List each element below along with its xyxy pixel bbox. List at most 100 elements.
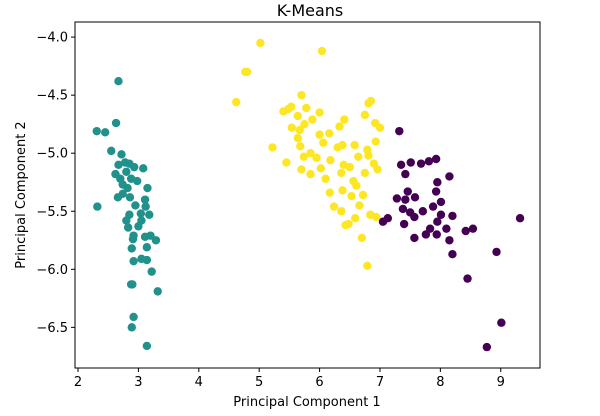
x-axis-label: Principal Component 1 [233,395,380,410]
cluster-1-point [326,155,335,165]
cluster-2-point [399,219,409,229]
cluster-2-point [406,158,415,167]
cluster-0-point [134,222,143,231]
cluster-0-point [129,162,139,172]
x-tick-label: 4 [195,375,203,390]
cluster-0-point [114,160,123,170]
cluster-0-point [111,118,121,128]
cluster-0-point [147,267,156,276]
cluster-2-point [398,204,408,214]
x-axis-ticks: 2 3 4 5 6 7 8 9 [74,368,505,390]
cluster-1-point [317,46,327,56]
x-tick-label: 7 [376,375,384,390]
cluster-1-point [340,115,349,124]
cluster-2-point [482,342,492,352]
plot-frame [74,21,541,369]
cluster-1-point [355,201,364,210]
cluster-1-point [256,38,265,48]
cluster-1-point [316,164,325,173]
cluster-1-point [372,212,381,222]
cluster-1-point [287,123,296,132]
cluster-2-point [448,211,457,221]
cluster-1-point [337,168,346,178]
cluster-1-point [344,219,353,229]
cluster-2-point [463,274,472,283]
cluster-1-point [295,125,304,135]
cluster-1-point [360,168,370,178]
cluster-1-point [242,67,252,77]
cluster-2-point [436,210,446,219]
y-axis-label: Principal Component 2 [14,121,29,268]
cluster-1-point [306,169,315,179]
cluster-2-point [418,207,428,216]
cluster-0-point [107,146,116,156]
cluster-0-point [123,183,132,193]
cluster-0-point [129,312,138,322]
cluster-1-point [321,174,330,183]
cluster-1-point [354,152,363,161]
cluster-2-point [396,160,406,170]
cluster-0-point [143,183,152,193]
cluster-1-point [364,151,373,160]
cluster-2-point [468,224,478,233]
cluster-1-point [337,207,346,216]
cluster-1-point [325,188,335,197]
cluster-1-point [325,129,334,138]
cluster-1-point [315,130,324,139]
cluster-2-point [428,202,438,211]
cluster-1-point [297,90,306,100]
cluster-1-point [333,143,342,152]
cluster-1-point [293,133,303,143]
cluster-1-point [351,214,360,223]
cluster-2-point [461,226,470,236]
cluster-0-point [123,223,133,232]
cluster-1-point [364,99,373,108]
cluster-2-point [410,212,419,222]
cluster-1-point [352,181,361,190]
cluster-2-point [432,230,441,239]
cluster-0-point [139,164,148,173]
cluster-1-point [363,261,372,271]
cluster-0-point [142,243,152,252]
cluster-2-point [416,159,426,168]
cluster-1-point [350,140,359,150]
cluster-0-point [145,210,154,219]
cluster-2-point [515,214,525,223]
cluster-0-point [131,201,140,210]
cluster-1-point [268,143,277,152]
cluster-1-point [373,165,382,174]
cluster-1-point [296,142,305,151]
cluster-1-point [357,233,367,243]
cluster-1-point [329,202,339,211]
x-tick-label: 5 [255,375,263,390]
cluster-2-point [445,236,454,245]
cluster-2-point [448,250,457,259]
cluster-1-point [347,191,356,201]
cluster-2-point [410,193,420,202]
cluster-0-point [117,150,126,159]
cluster-2-point [433,178,442,187]
y-axis-ticks: −4.0 −4.5 −5.0 −5.5 −6.0 −6.5 [36,31,75,336]
cluster-1-point [335,122,344,131]
x-tick-label: 6 [315,375,323,390]
cluster-1-point [312,153,321,163]
cluster-0-point [140,195,150,204]
cluster-2-point [410,233,419,243]
cluster-0-point [128,234,138,244]
x-tick-label: 3 [134,375,142,390]
cluster-0-point [122,167,131,176]
cluster-1-point [300,119,309,129]
cluster-1-point [319,138,328,147]
cluster-1-point [282,158,291,167]
y-tick-label: −6.0 [36,263,68,278]
cluster-0-point [122,216,131,225]
cluster-1-point [293,111,303,121]
x-tick-label: 9 [497,375,505,390]
cluster-0-point [92,126,101,136]
plot-area [75,22,540,368]
cluster-2-point [401,195,410,204]
cluster-1-point [375,123,385,132]
cluster-2-point [395,126,404,136]
y-tick-label: −5.0 [36,147,68,162]
